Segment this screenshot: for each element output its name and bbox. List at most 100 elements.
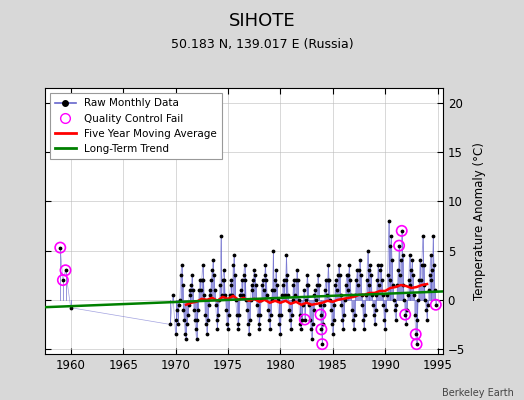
- Point: [267, 311, 275, 318]
- Point: [310, 292, 319, 298]
- Point: [333, 287, 341, 293]
- Point: [298, 316, 307, 323]
- Point: [411, 311, 419, 318]
- Point: [59, 277, 67, 283]
- Point: [388, 257, 396, 264]
- Point: [324, 262, 333, 268]
- Point: [411, 331, 420, 338]
- Point: [207, 277, 215, 283]
- Point: [241, 262, 249, 268]
- Point: [335, 262, 343, 268]
- Point: [399, 282, 408, 288]
- Point: [397, 257, 405, 264]
- Point: [398, 228, 406, 234]
- Point: [214, 311, 223, 318]
- Point: [369, 311, 378, 318]
- Point: [350, 326, 358, 332]
- Point: [365, 267, 374, 274]
- Point: [205, 287, 214, 293]
- Point: [283, 272, 291, 278]
- Point: [394, 267, 402, 274]
- Point: [201, 311, 210, 318]
- Point: [343, 272, 351, 278]
- Point: [172, 316, 181, 323]
- Point: [259, 287, 268, 293]
- Point: [166, 321, 174, 328]
- Point: [175, 302, 183, 308]
- Point: [242, 297, 250, 303]
- Point: [320, 302, 328, 308]
- Point: [370, 321, 379, 328]
- Point: [185, 287, 194, 293]
- Point: [246, 316, 254, 323]
- Point: [271, 277, 279, 283]
- Point: [208, 267, 216, 274]
- Point: [351, 311, 359, 318]
- Point: [378, 292, 387, 298]
- Point: [422, 306, 430, 313]
- Point: [303, 272, 312, 278]
- Point: [243, 306, 252, 313]
- Point: [409, 272, 417, 278]
- Point: [266, 326, 274, 332]
- Point: [253, 302, 261, 308]
- Point: [61, 267, 70, 274]
- Point: [377, 262, 385, 268]
- Point: [186, 292, 194, 298]
- Point: [252, 282, 260, 288]
- Point: [362, 292, 370, 298]
- Point: [228, 292, 236, 298]
- Point: [351, 292, 359, 298]
- Point: [222, 306, 231, 313]
- Point: [430, 262, 438, 268]
- Point: [311, 287, 320, 293]
- Point: [335, 272, 344, 278]
- Point: [383, 292, 391, 298]
- Point: [215, 297, 223, 303]
- Point: [379, 302, 388, 308]
- Point: [203, 331, 211, 338]
- Point: [220, 277, 228, 283]
- Point: [308, 336, 316, 342]
- Point: [369, 302, 377, 308]
- Point: [386, 242, 395, 249]
- Point: [275, 311, 283, 318]
- Point: [403, 292, 412, 298]
- Point: [412, 341, 421, 347]
- Point: [224, 326, 232, 332]
- Point: [265, 316, 273, 323]
- Point: [178, 282, 187, 288]
- Point: [67, 304, 75, 311]
- Point: [330, 316, 338, 323]
- Point: [337, 302, 346, 308]
- Point: [427, 277, 435, 283]
- Point: [289, 282, 298, 288]
- Point: [180, 316, 189, 323]
- Point: [217, 292, 226, 298]
- Point: [194, 306, 202, 313]
- Point: [286, 316, 294, 323]
- Point: [291, 292, 299, 298]
- Point: [171, 331, 180, 338]
- Point: [400, 297, 409, 303]
- Point: [251, 272, 259, 278]
- Point: [424, 287, 433, 293]
- Point: [210, 272, 218, 278]
- Point: [395, 242, 403, 249]
- Point: [238, 277, 246, 283]
- Point: [341, 297, 349, 303]
- Point: [319, 321, 328, 328]
- Point: [367, 272, 375, 278]
- Point: [241, 277, 249, 283]
- Point: [200, 292, 209, 298]
- Point: [317, 326, 325, 332]
- Point: [431, 287, 439, 293]
- Point: [278, 292, 286, 298]
- Point: [398, 252, 407, 259]
- Point: [193, 316, 202, 323]
- Point: [331, 282, 340, 288]
- Point: [188, 272, 196, 278]
- Point: [306, 316, 314, 323]
- Point: [398, 228, 406, 234]
- Point: [316, 311, 325, 318]
